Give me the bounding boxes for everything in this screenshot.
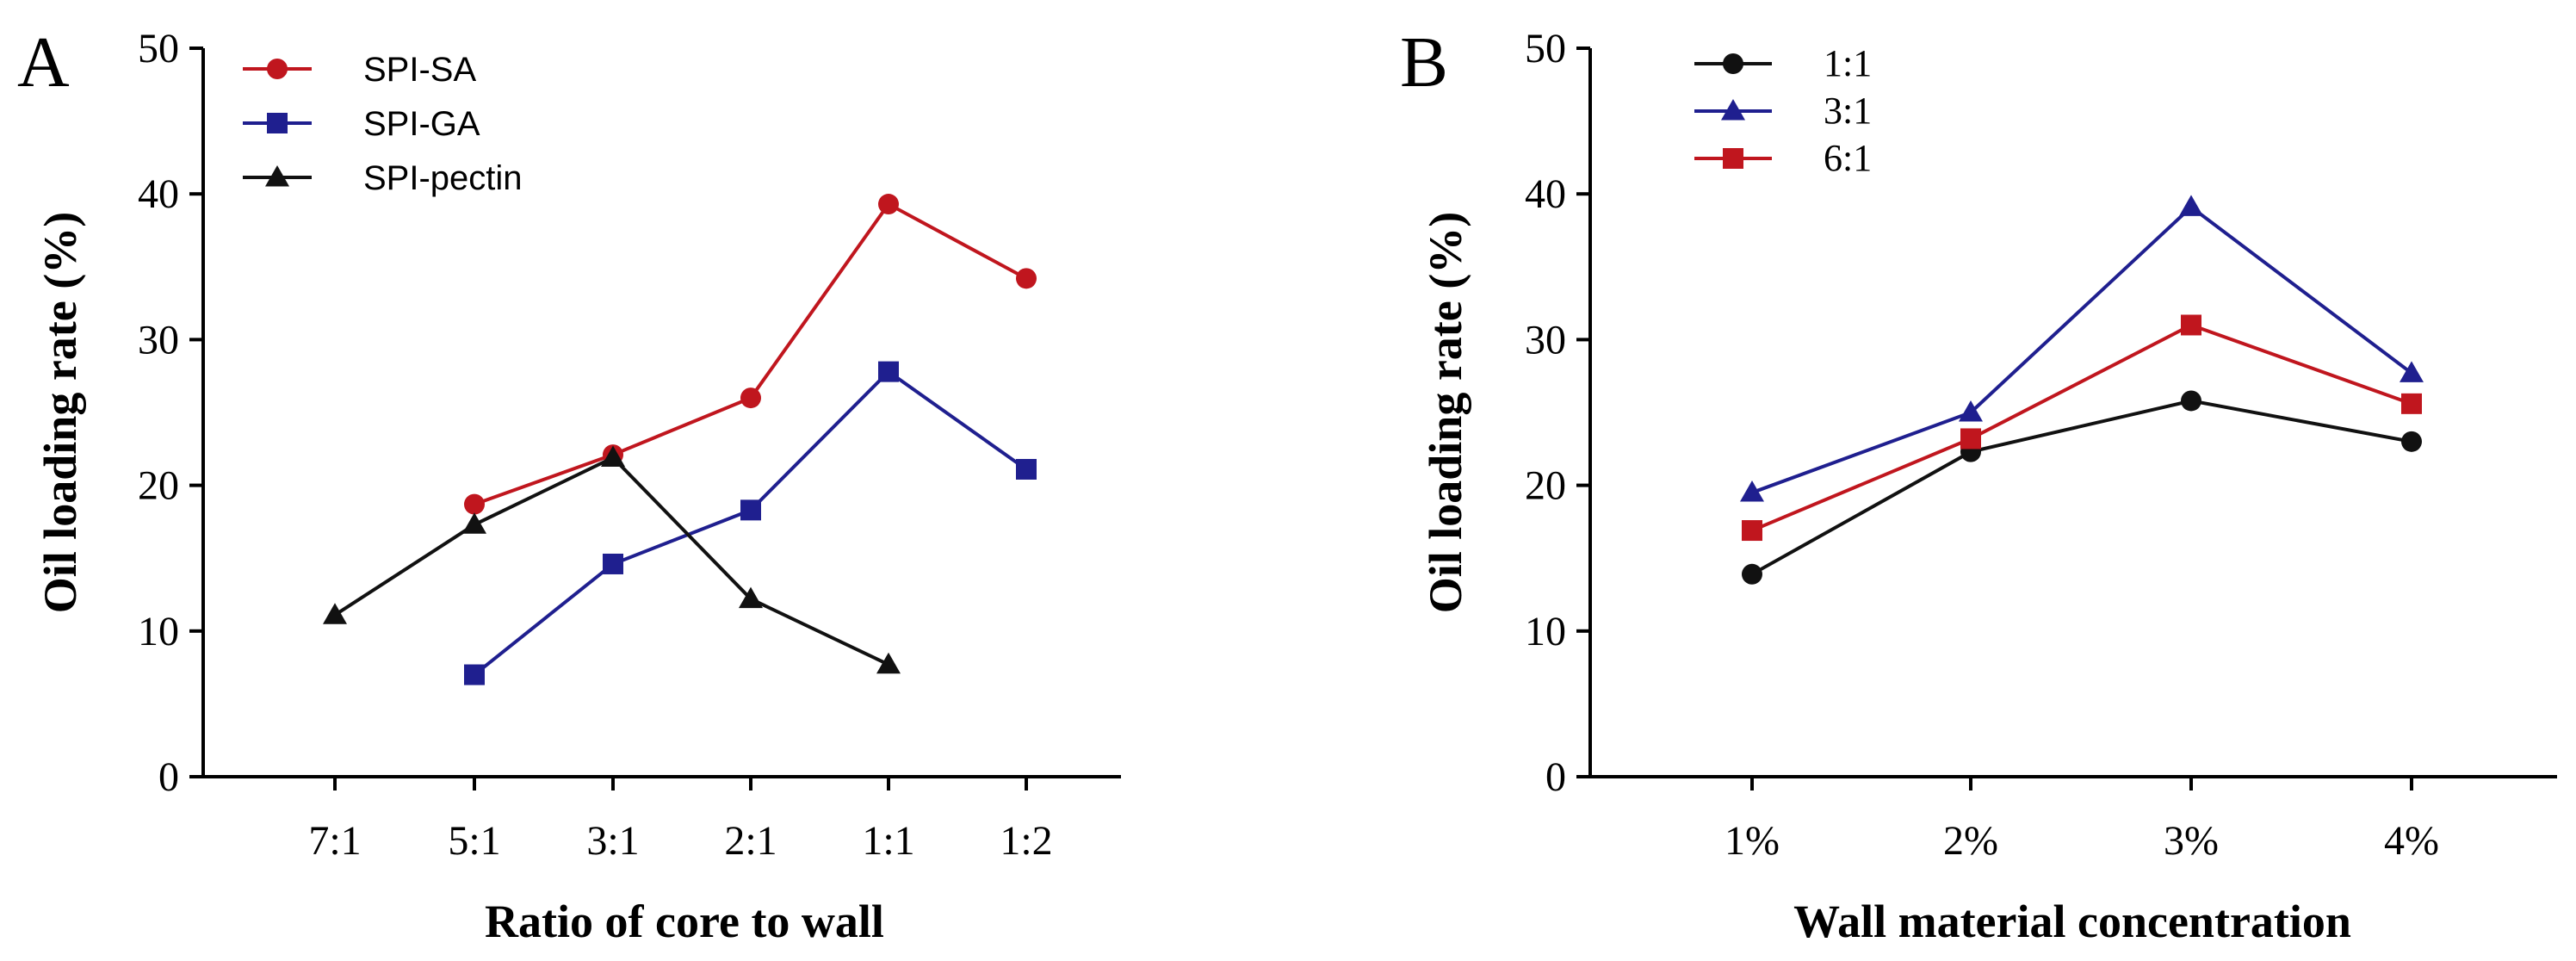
x-tick-label: 2:1 xyxy=(724,818,777,864)
y-tick-label: 30 xyxy=(1525,317,1566,363)
x-tick-label: 1:1 xyxy=(862,818,914,864)
y-tick-label: 20 xyxy=(138,463,179,509)
x-tick-label: 5:1 xyxy=(448,818,500,864)
data-point xyxy=(878,361,899,382)
legend-label: SPI-SA xyxy=(363,51,476,89)
data-point xyxy=(1016,458,1037,480)
series-6-1 xyxy=(1742,314,2422,542)
legend-label: 3:1 xyxy=(1824,90,1872,132)
x-tick-label: 2% xyxy=(1943,818,1998,864)
panel-label: B xyxy=(1400,22,1448,102)
series-spi-pectin xyxy=(323,445,901,674)
data-point xyxy=(876,652,901,674)
y-tick-label: 40 xyxy=(138,171,179,217)
series-spi-sa xyxy=(464,194,1037,515)
legend-marker xyxy=(1723,53,1743,74)
legend-label: 1:1 xyxy=(1824,42,1872,84)
chart-panel-b: B 0 10 20 30 40 50 1% 2% 3% 4% Wall material concen… xyxy=(1400,22,2557,947)
x-axis-title: Ratio of core to wall xyxy=(485,896,884,947)
legend-marker xyxy=(265,165,289,187)
y-tick-label: 50 xyxy=(138,26,179,71)
series-line xyxy=(474,202,1027,506)
data-point xyxy=(464,664,485,685)
panel-label: A xyxy=(17,22,70,102)
x-axis-title: Wall material concentration xyxy=(1793,896,2351,947)
y-tick-label: 50 xyxy=(1525,26,1566,71)
y-tick-label: 10 xyxy=(138,609,179,654)
data-point xyxy=(2401,431,2422,452)
x-tick-label: 1:2 xyxy=(1000,818,1052,864)
series-line xyxy=(1751,204,2413,494)
legend-entry: SPI-GA xyxy=(243,105,480,143)
data-point xyxy=(323,603,347,624)
data-point xyxy=(2401,393,2422,414)
data-point xyxy=(878,194,899,215)
y-axis-title: Oil loading rate (%) xyxy=(34,212,86,613)
legend-label: 6:1 xyxy=(1824,137,1872,179)
legend-entry: 3:1 xyxy=(1694,90,1872,132)
series-line xyxy=(473,369,1028,677)
x-tick-label: 3% xyxy=(2164,818,2219,864)
y-axis-title: Oil loading rate (%) xyxy=(1420,212,1471,613)
data-point xyxy=(603,553,623,574)
y-tick-label: 10 xyxy=(1525,609,1566,654)
series-spi-ga xyxy=(464,361,1037,685)
legend-label: SPI-GA xyxy=(363,105,480,143)
data-point xyxy=(2400,361,2424,382)
legend-marker xyxy=(1723,148,1743,169)
y-tick-label: 0 xyxy=(158,754,179,800)
legend-entry: 1:1 xyxy=(1694,42,1872,84)
data-point xyxy=(1742,563,1762,585)
data-point xyxy=(464,493,485,515)
data-point xyxy=(1742,520,1762,542)
legend-marker xyxy=(267,113,288,133)
y-tick-label: 20 xyxy=(1525,463,1566,509)
data-point xyxy=(739,586,763,609)
y-tick-label: 0 xyxy=(1545,754,1566,800)
data-point xyxy=(462,512,486,534)
series-3-1 xyxy=(1740,195,2424,502)
x-tick-label: 4% xyxy=(2384,818,2439,864)
series-line xyxy=(1751,399,2412,576)
x-tick-label: 3:1 xyxy=(586,818,639,864)
data-point xyxy=(601,445,625,467)
data-point xyxy=(1016,268,1037,289)
y-tick-label: 30 xyxy=(138,317,179,363)
y-tick-label: 40 xyxy=(1525,171,1566,217)
legend-entry: 6:1 xyxy=(1694,137,1872,179)
data-point xyxy=(2181,390,2201,412)
data-point xyxy=(1740,480,1764,502)
data-point xyxy=(2181,314,2201,336)
legend-marker xyxy=(1721,99,1745,121)
x-tick-label: 7:1 xyxy=(308,818,361,864)
series-line xyxy=(1751,323,2412,532)
x-tick-label: 1% xyxy=(1725,818,1780,864)
data-point xyxy=(1959,400,1983,422)
legend-label: SPI-pectin xyxy=(363,159,523,197)
data-point xyxy=(740,499,761,521)
legend-marker xyxy=(267,59,288,79)
legend-entry: SPI-SA xyxy=(243,51,476,89)
series-1-1 xyxy=(1742,390,2422,585)
data-point xyxy=(2179,195,2203,216)
data-point xyxy=(740,388,761,409)
data-point xyxy=(1960,428,1981,450)
legend-entry: SPI-pectin xyxy=(243,159,523,197)
chart-panel-a: A 0 10 20 30 40 50 7:1 5:1 3:1 2:1 1:1 1:2 Ratio of c… xyxy=(17,22,1121,947)
